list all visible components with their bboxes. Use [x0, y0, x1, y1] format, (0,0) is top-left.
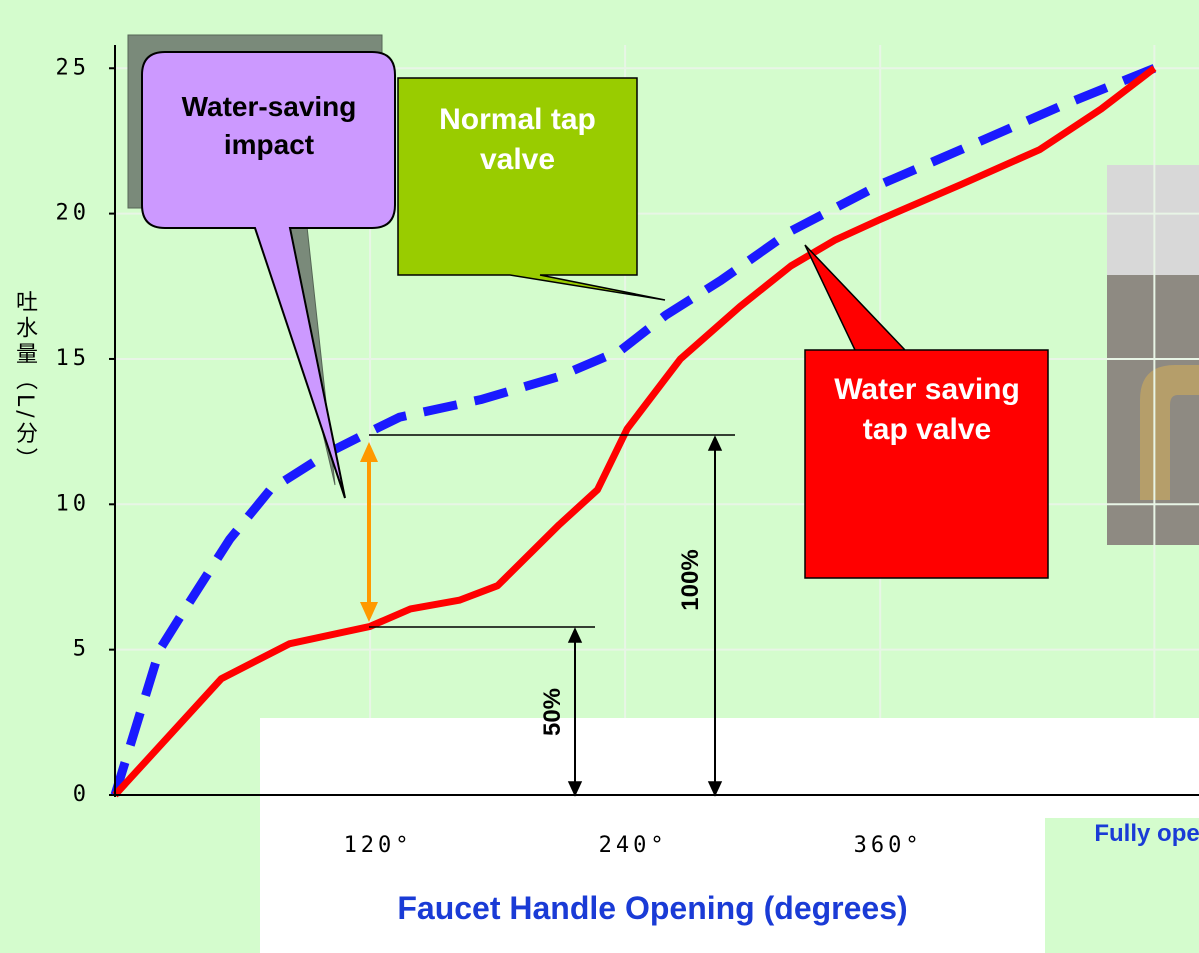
page: 100% 50% 0 5 10 15 20 25 120° 240° 360° Water-sa…: [0, 0, 1199, 953]
impact-arrow: [360, 442, 378, 622]
photo-wall: [1107, 165, 1199, 275]
y-tick-label: 20: [56, 201, 91, 226]
y-tick-label: 25: [56, 55, 91, 80]
x-tick-label: 360°: [854, 833, 923, 858]
annotation: Normal tap valve: [420, 100, 615, 180]
x-tick-label: 120°: [344, 833, 413, 858]
annotation: 50%: [539, 688, 566, 736]
x-tick-label: Fully open: [1094, 818, 1199, 850]
x-tick-label: 240°: [599, 833, 668, 858]
y-tick-label: 0: [73, 782, 90, 807]
y-tick-label: 15: [56, 346, 91, 371]
annotation: Water-saving impact: [150, 88, 388, 164]
x-axis-title: Faucet Handle Opening (degrees): [260, 890, 1045, 927]
fully-open-box: [1045, 718, 1199, 818]
annotation: 100%: [677, 549, 704, 610]
y-axis-title: 吐水量（L/分）: [8, 290, 40, 474]
annotation: Water saving tap valve: [812, 370, 1042, 450]
y-tick-label: 5: [73, 637, 90, 662]
y-tick-label: 10: [56, 491, 91, 516]
